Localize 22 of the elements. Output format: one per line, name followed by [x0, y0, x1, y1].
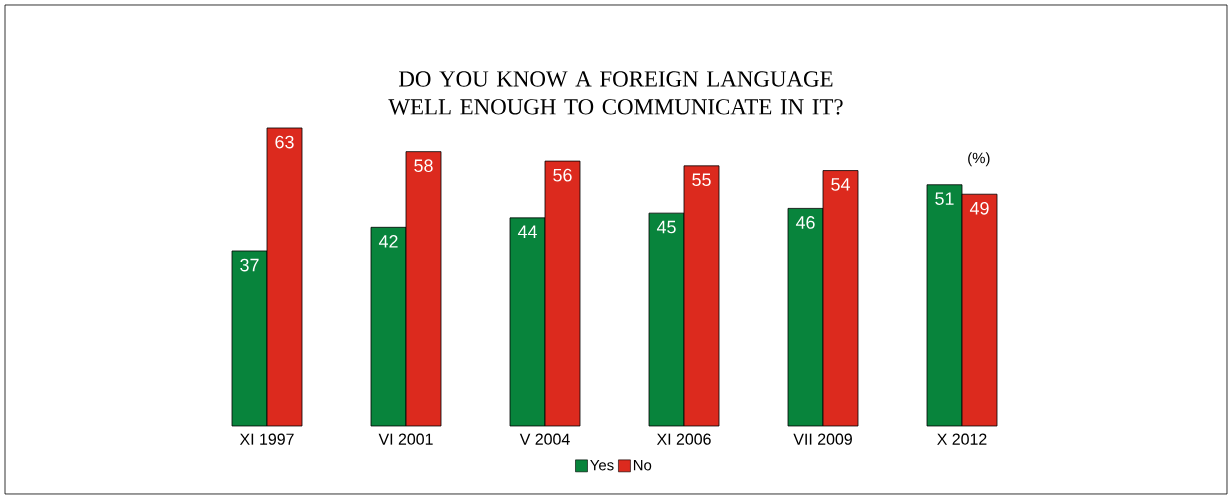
x-tick-label: XI 1997 — [239, 433, 294, 445]
data-label: 55 — [692, 173, 711, 187]
x-tick-label: VI 2001 — [378, 433, 433, 445]
data-label: 42 — [378, 235, 398, 248]
data-label: 56 — [553, 168, 572, 182]
x-tick-label: X 2012 — [937, 433, 987, 445]
x-tick-label: VII 2009 — [793, 433, 852, 445]
legend-label: No — [633, 459, 652, 471]
data-label: 44 — [517, 225, 537, 238]
legend-label: Yes — [590, 459, 614, 471]
x-tick-label: XI 2006 — [656, 433, 711, 445]
data-label: 37 — [240, 258, 259, 272]
data-label: 54 — [831, 178, 850, 191]
data-label: 63 — [275, 135, 294, 149]
data-label: 49 — [969, 201, 989, 215]
x-tick-label: V 2004 — [519, 433, 570, 445]
chart-title: DO YOU KNOW A FOREIGN LANGUAGE WELL ENOUGH TO COMMUNICATE IN IT? — [388, 71, 843, 115]
annotation: (%) — [968, 152, 990, 167]
data-label: 45 — [656, 220, 676, 234]
data-label: 46 — [795, 216, 815, 229]
data-label: 51 — [935, 192, 954, 205]
data-label: 58 — [414, 159, 433, 173]
